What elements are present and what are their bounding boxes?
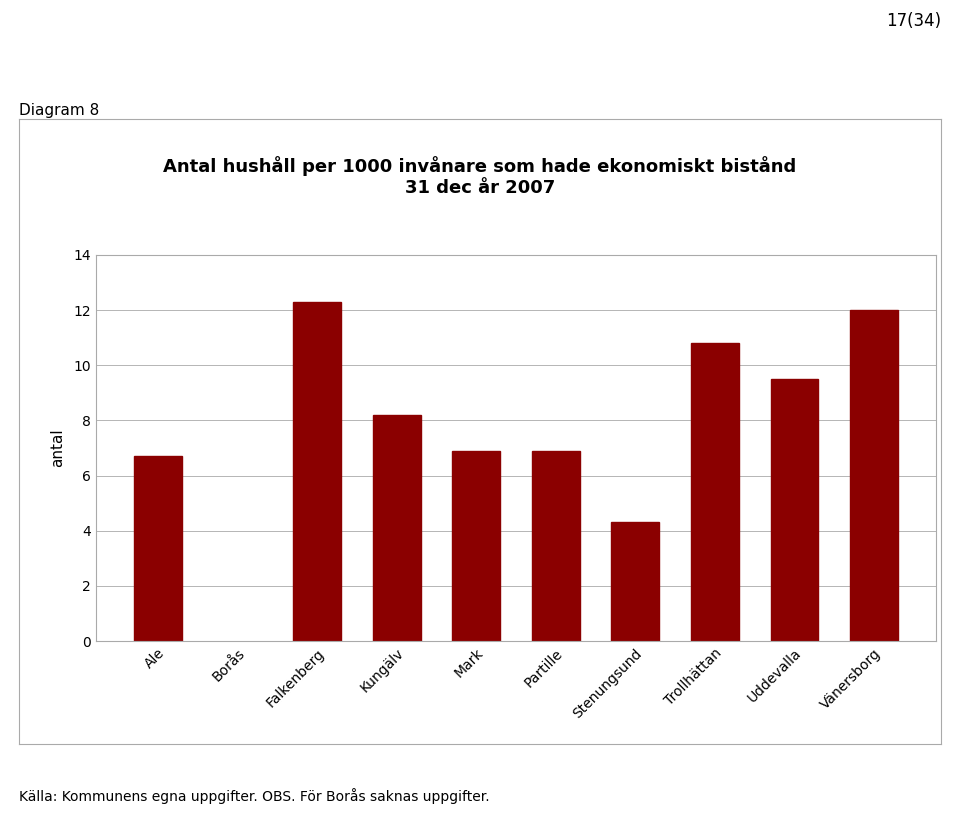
Bar [452, 450, 500, 641]
Bar [293, 302, 341, 641]
Bar [372, 415, 420, 641]
Text: Källa: Kommunens egna uppgifter. OBS. För Borås saknas uppgifter.: Källa: Kommunens egna uppgifter. OBS. Fö… [19, 788, 490, 804]
Bar [134, 456, 181, 641]
Bar [851, 310, 898, 641]
Text: Antal hushåll per 1000 invånare som hade ekonomiskt bistånd
31 dec år 2007: Antal hushåll per 1000 invånare som hade… [163, 156, 797, 197]
Bar [612, 523, 660, 641]
Bar [691, 343, 739, 641]
Text: Diagram 8: Diagram 8 [19, 103, 100, 118]
Bar [771, 379, 818, 641]
Text: 17(34): 17(34) [886, 12, 941, 30]
Bar [532, 450, 580, 641]
Y-axis label: antal: antal [50, 429, 65, 467]
